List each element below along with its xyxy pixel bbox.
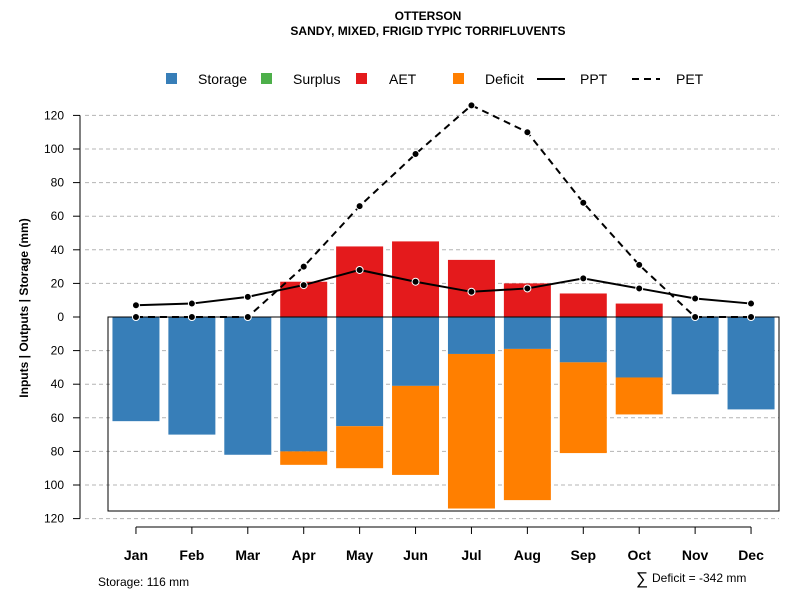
- legend: Storage Surplus AET Deficit PPT PET: [166, 71, 704, 87]
- y-tick-label: 120: [44, 108, 64, 122]
- ppt-line: [135, 268, 752, 307]
- deficit-bar: [615, 377, 663, 415]
- legend-swatch: [453, 73, 464, 84]
- deficit-bar: [447, 353, 495, 509]
- y-tick-label: 40: [51, 377, 65, 391]
- y-axis-label: Inputs | Outputs | Storage (mm): [17, 218, 31, 397]
- x-tick-label: Jun: [403, 547, 428, 563]
- pet-line-point: [467, 101, 476, 110]
- legend-label: AET: [389, 71, 417, 87]
- y-tick-label: 0: [57, 310, 64, 324]
- legend-label: PPT: [580, 71, 608, 87]
- chart-subtitle: SANDY, MIXED, FRIGID TYPIC TORRIFLUVENTS: [290, 24, 565, 38]
- pet-line-point: [355, 202, 364, 211]
- storage-bar: [168, 317, 216, 435]
- y-axis: 120 100 80 60 40 20 0 20 40 60 80 100 120: [44, 108, 81, 526]
- legend-swatch: [356, 73, 367, 84]
- x-tick-label: Jan: [124, 547, 148, 563]
- sum-icon: ∑: [636, 569, 648, 588]
- legend-label: Deficit: [485, 71, 524, 87]
- pet-line-point: [187, 313, 196, 321]
- pet-line-point: [131, 313, 140, 321]
- storage-bar: [447, 317, 495, 354]
- ppt-line-point: [691, 294, 700, 303]
- y-tick-label: 20: [51, 344, 65, 358]
- x-tick-label: Dec: [738, 547, 764, 563]
- x-axis: Jan Feb Mar Apr May Jun Jul Aug Sep Oct Nov Dec: [124, 526, 764, 563]
- deficit-bar: [280, 451, 328, 465]
- ppt-line-point: [411, 277, 420, 286]
- x-tick-label: Feb: [179, 547, 204, 563]
- ppt-line-point: [747, 299, 756, 308]
- ppt-line-point: [131, 301, 140, 310]
- storage-bar: [503, 317, 551, 349]
- pet-line-point: [523, 128, 532, 137]
- plot-frame: [107, 316, 780, 512]
- storage-bar: [280, 317, 328, 452]
- y-tick-label: 120: [44, 512, 64, 526]
- legend-label: PET: [676, 71, 704, 87]
- ppt-line-point: [243, 292, 252, 301]
- legend-swatch: [166, 73, 177, 84]
- storage-bar: [336, 317, 384, 427]
- aet-bar: [559, 293, 607, 317]
- x-tick-label: May: [346, 547, 373, 563]
- ppt-line-point: [635, 284, 644, 293]
- line-series: [131, 101, 756, 321]
- x-tick-label: Sep: [570, 547, 596, 563]
- legend-label: Surplus: [293, 71, 340, 87]
- y-tick-label: 60: [51, 411, 65, 425]
- y-tick-label: 80: [51, 444, 65, 458]
- y-tick-label: 100: [44, 478, 64, 492]
- storage-capacity-footer: Storage: 116 mm: [98, 575, 189, 589]
- storage-bar: [671, 317, 719, 395]
- y-tick-label: 60: [51, 209, 65, 223]
- storage-bar: [727, 317, 775, 410]
- x-tick-label: Aug: [514, 547, 541, 563]
- y-tick-label: 80: [51, 176, 65, 190]
- chart-title: OTTERSON: [395, 9, 462, 23]
- ppt-line-point: [467, 287, 476, 296]
- pet-line-point: [635, 260, 644, 269]
- x-tick-label: Apr: [292, 547, 317, 563]
- ppt-line-point: [579, 274, 588, 283]
- ppt-line-point: [355, 265, 364, 274]
- pet-line-point: [579, 198, 588, 207]
- deficit-bar: [336, 426, 384, 469]
- pet-line-point: [299, 262, 308, 271]
- y-tick-label: 40: [51, 243, 65, 257]
- ppt-line-point: [299, 281, 308, 290]
- aet-bar: [336, 246, 384, 317]
- pet-line-point: [691, 313, 700, 321]
- total-deficit-footer: Deficit = -342 mm: [652, 571, 746, 585]
- legend-swatch: [261, 73, 272, 84]
- pet-line-point: [243, 313, 252, 321]
- x-tick-label: Jul: [461, 547, 481, 563]
- storage-bar: [615, 317, 663, 378]
- deficit-bar: [559, 362, 607, 454]
- bars: [112, 241, 775, 509]
- storage-bar: [392, 317, 440, 386]
- deficit-bar: [503, 348, 551, 501]
- pet-line-point: [411, 150, 420, 159]
- ppt-line-point: [523, 284, 532, 293]
- deficit-bar: [392, 385, 440, 475]
- aet-bar: [615, 303, 663, 317]
- pet-line: [135, 104, 752, 318]
- x-tick-label: Nov: [682, 547, 709, 563]
- y-tick-label: 20: [51, 276, 65, 290]
- pet-line-point: [747, 313, 756, 321]
- legend-label: Storage: [198, 71, 247, 87]
- x-tick-label: Mar: [235, 547, 260, 563]
- y-tick-label: 100: [44, 142, 64, 156]
- ppt-line-point: [187, 299, 196, 308]
- storage-bar: [224, 317, 272, 455]
- storage-bar: [112, 317, 160, 422]
- storage-bar: [559, 317, 607, 363]
- x-tick-label: Oct: [628, 547, 652, 563]
